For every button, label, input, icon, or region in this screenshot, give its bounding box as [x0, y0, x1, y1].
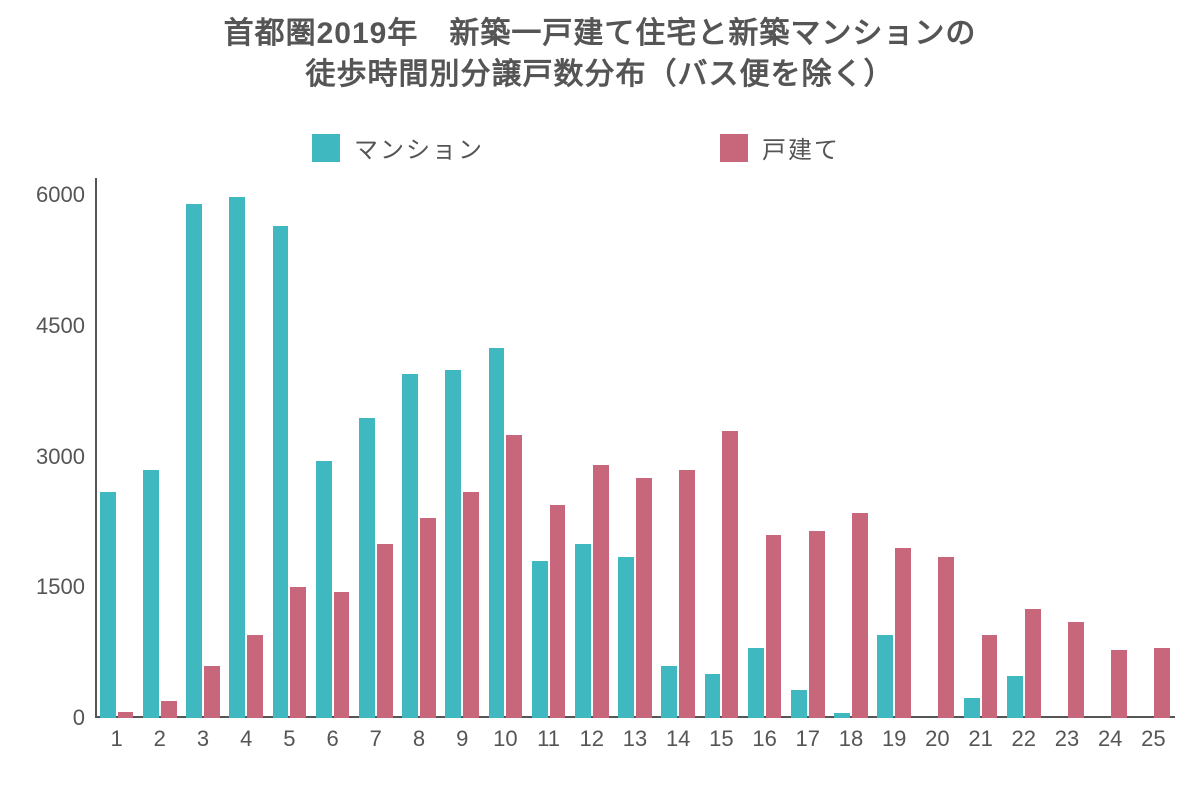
bar-マンション — [705, 674, 721, 718]
y-tick-label: 4500 — [5, 313, 85, 339]
x-tick-label: 23 — [1055, 726, 1079, 752]
y-tick-label: 6000 — [5, 182, 85, 208]
x-tick-label: 1 — [110, 726, 122, 752]
bar-戸建て — [895, 548, 911, 718]
bar-戸建て — [938, 557, 954, 718]
bar-マンション — [489, 348, 505, 718]
bar-戸建て — [679, 470, 695, 718]
legend-swatch-1 — [720, 134, 748, 162]
bar-戸建て — [1025, 609, 1041, 718]
bar-マンション — [1007, 676, 1023, 718]
bar-戸建て — [204, 666, 220, 718]
x-tick-label: 17 — [796, 726, 820, 752]
chart-container: 首都圏2019年 新築一戸建て住宅と新築マンションの 徒歩時間別分譲戸数分布（バ… — [0, 0, 1200, 786]
y-tick-label: 3000 — [5, 444, 85, 470]
chart-title-line1: 首都圏2019年 新築一戸建て住宅と新築マンションの — [0, 14, 1200, 55]
bar-戸建て — [463, 492, 479, 718]
bar-マンション — [791, 690, 807, 718]
bar-戸建て — [161, 701, 177, 718]
bar-マンション — [964, 698, 980, 718]
y-axis-line — [95, 178, 97, 718]
bar-戸建て — [506, 435, 522, 718]
bar-戸建て — [420, 518, 436, 718]
x-tick-label: 6 — [326, 726, 338, 752]
legend: マンション 戸建て — [0, 130, 1200, 170]
bar-マンション — [100, 492, 116, 718]
bar-戸建て — [334, 592, 350, 718]
x-tick-label: 14 — [666, 726, 690, 752]
x-tick-label: 3 — [197, 726, 209, 752]
x-tick-label: 15 — [709, 726, 733, 752]
bar-マンション — [661, 666, 677, 718]
chart-title: 首都圏2019年 新築一戸建て住宅と新築マンションの 徒歩時間別分譲戸数分布（バ… — [0, 0, 1200, 95]
x-tick-label: 11 — [537, 726, 560, 752]
bar-戸建て — [247, 635, 263, 718]
x-tick-label: 7 — [370, 726, 382, 752]
bar-戸建て — [766, 535, 782, 718]
x-tick-label: 18 — [839, 726, 863, 752]
x-tick-label: 21 — [968, 726, 992, 752]
bar-戸建て — [809, 531, 825, 718]
x-tick-label: 16 — [752, 726, 776, 752]
x-tick-label: 9 — [456, 726, 468, 752]
chart-title-line2: 徒歩時間別分譲戸数分布（バス便を除く） — [0, 55, 1200, 96]
bar-マンション — [748, 648, 764, 718]
bar-戸建て — [1111, 650, 1127, 718]
bar-戸建て — [982, 635, 998, 718]
bar-マンション — [186, 204, 202, 718]
legend-item-1: 戸建て — [720, 130, 840, 165]
x-tick-label: 4 — [240, 726, 252, 752]
legend-label-0: マンション — [354, 130, 484, 165]
legend-item-0: マンション — [312, 130, 484, 165]
legend-label-1: 戸建て — [762, 130, 840, 165]
x-tick-label: 24 — [1098, 726, 1122, 752]
bar-マンション — [618, 557, 634, 718]
bar-マンション — [402, 374, 418, 718]
bar-マンション — [575, 544, 591, 718]
bar-マンション — [316, 461, 332, 718]
bar-戸建て — [1068, 622, 1084, 718]
bar-戸建て — [593, 465, 609, 718]
x-tick-label: 8 — [413, 726, 425, 752]
x-tick-label: 12 — [580, 726, 604, 752]
bar-戸建て — [722, 431, 738, 718]
bar-マンション — [143, 470, 159, 718]
bar-戸建て — [118, 712, 134, 718]
bar-戸建て — [852, 513, 868, 718]
bar-戸建て — [550, 505, 566, 718]
plot-area: 0150030004500600012345678910111213141516… — [95, 178, 1175, 718]
bar-戸建て — [377, 544, 393, 718]
x-tick-label: 2 — [154, 726, 166, 752]
x-tick-label: 25 — [1141, 726, 1165, 752]
bar-戸建て — [290, 587, 306, 718]
x-tick-label: 10 — [493, 726, 517, 752]
bar-マンション — [445, 370, 461, 718]
y-tick-label: 1500 — [5, 574, 85, 600]
bar-マンション — [359, 418, 375, 718]
bar-マンション — [532, 561, 548, 718]
x-tick-label: 13 — [623, 726, 647, 752]
legend-swatch-0 — [312, 134, 340, 162]
x-tick-label: 20 — [925, 726, 949, 752]
x-tick-label: 22 — [1012, 726, 1036, 752]
bar-戸建て — [636, 478, 652, 718]
bar-戸建て — [1154, 648, 1170, 718]
x-tick-label: 5 — [283, 726, 295, 752]
y-tick-label: 0 — [5, 705, 85, 731]
x-tick-label: 19 — [882, 726, 906, 752]
bar-マンション — [273, 226, 289, 718]
bar-マンション — [834, 713, 850, 718]
bar-マンション — [229, 197, 245, 718]
bar-マンション — [877, 635, 893, 718]
